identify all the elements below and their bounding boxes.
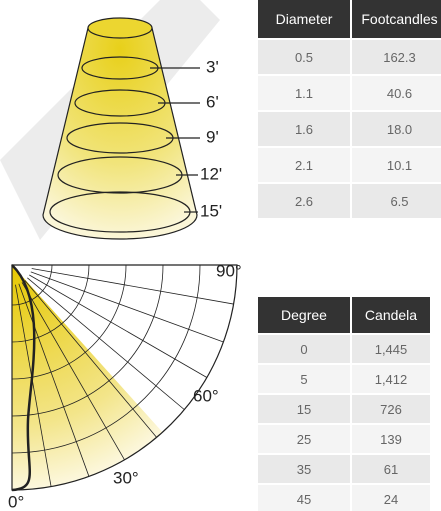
table-cell: 139 (352, 425, 430, 453)
polar-line (15, 284, 52, 487)
polar-grid (11, 264, 238, 492)
angle-label: 0° (8, 492, 24, 511)
polar-line (11, 264, 238, 491)
polar-line (31, 268, 234, 305)
table-header: Candela (352, 297, 430, 333)
table-header: Degree (258, 297, 350, 333)
table-cell: 1.1 (258, 76, 350, 110)
table-cell: 35 (258, 455, 350, 483)
table-header: Diameter (258, 0, 350, 38)
polar-line (24, 280, 157, 438)
table-cell: 2.1 (258, 148, 350, 182)
table-cell: 40.6 (352, 76, 441, 110)
table-cell: 18.0 (352, 112, 441, 146)
polar-line (11, 264, 90, 343)
polar-line (29, 274, 208, 378)
distance-label: 15' (200, 201, 222, 220)
table-cell: 24 (352, 485, 430, 511)
table-cell: 1,412 (352, 365, 430, 393)
polar-line (12, 265, 163, 490)
table-cell: 45 (258, 485, 350, 511)
distance-label: 9' (206, 127, 219, 146)
table-cell: 5 (258, 365, 350, 393)
distance-label: 3' (206, 57, 219, 76)
distance-label: 6' (206, 92, 219, 111)
table-cell: 61 (352, 455, 430, 483)
angle-label: 30° (113, 468, 139, 487)
angle-label: 60° (193, 386, 219, 405)
polar-line (18, 283, 90, 477)
polar-line (11, 264, 36, 492)
polar-line (11, 264, 164, 417)
table-cell: 726 (352, 395, 430, 423)
table-cell: 0 (258, 335, 350, 363)
table-cell: 15 (258, 395, 350, 423)
polar-line (11, 264, 127, 380)
distance-label: 12' (200, 164, 222, 183)
table-cell: 1.6 (258, 112, 350, 146)
polar-line (21, 282, 125, 461)
table-cell: 2.6 (258, 184, 350, 218)
table-header: Footcandles (352, 0, 441, 38)
polar-line (30, 271, 224, 343)
table-cell: 1,445 (352, 335, 430, 363)
table-cell: 162.3 (352, 40, 441, 74)
polar-line (27, 277, 185, 410)
table-cell: 6.5 (352, 184, 441, 218)
cone (42, 17, 200, 240)
table-cell: 25 (258, 425, 350, 453)
table-cell: 10.1 (352, 148, 441, 182)
table-cell: 0.5 (258, 40, 350, 74)
polar-line (11, 264, 201, 454)
angle-label: 90° (216, 261, 242, 280)
